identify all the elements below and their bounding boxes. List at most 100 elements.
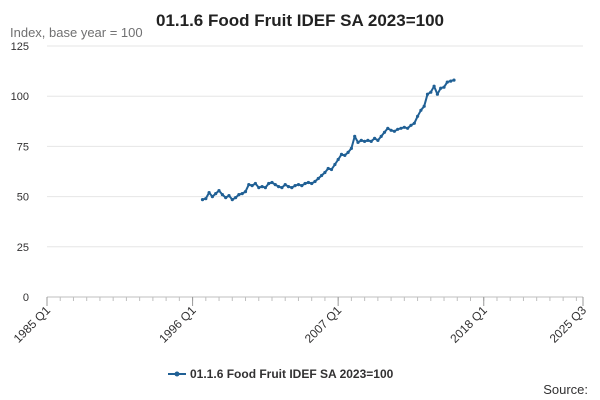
data-point[interactable]	[250, 184, 254, 188]
data-point[interactable]	[363, 139, 367, 143]
data-point[interactable]	[409, 123, 413, 127]
data-point[interactable]	[243, 190, 248, 194]
data-point[interactable]	[326, 166, 330, 171]
data-point[interactable]	[329, 167, 334, 172]
y-tick-label: 0	[23, 292, 29, 304]
data-point[interactable]	[230, 198, 234, 202]
x-tick-label: 1996 Q1	[156, 303, 199, 346]
legend[interactable]: 01.1.6 Food Fruit IDEF SA 2023=100	[168, 367, 394, 381]
data-point[interactable]	[300, 184, 304, 188]
data-point[interactable]	[296, 183, 301, 187]
data-point[interactable]	[353, 134, 357, 138]
data-point[interactable]	[227, 194, 231, 198]
data-point[interactable]	[267, 181, 271, 186]
data-point[interactable]	[425, 92, 430, 96]
data-point[interactable]	[207, 191, 211, 195]
data-point[interactable]	[412, 121, 416, 125]
data-point[interactable]	[429, 90, 433, 94]
data-point[interactable]	[260, 185, 264, 189]
data-point[interactable]	[359, 138, 363, 142]
x-tick-label: 2007 Q1	[302, 303, 345, 346]
y-axis-label: Index, base year = 100	[10, 25, 143, 40]
data-point[interactable]	[306, 180, 310, 185]
data-point[interactable]	[316, 176, 320, 181]
data-point[interactable]	[270, 180, 274, 185]
source-label: Source:	[543, 382, 588, 397]
data-point[interactable]	[263, 186, 267, 190]
data-point[interactable]	[339, 152, 344, 156]
data-point[interactable]	[333, 162, 337, 167]
data-point[interactable]	[224, 196, 228, 200]
data-point[interactable]	[445, 80, 449, 84]
data-point[interactable]	[442, 85, 446, 89]
data-point[interactable]	[416, 114, 420, 118]
data-point[interactable]	[432, 84, 436, 88]
legend-label: 01.1.6 Food Fruit IDEF SA 2023=100	[190, 367, 394, 381]
y-tick-label: 50	[17, 192, 29, 204]
gridlines	[47, 45, 583, 298]
data-point[interactable]	[369, 139, 373, 143]
x-tick-label: 2018 Q1	[447, 303, 490, 346]
data-point[interactable]	[204, 197, 208, 201]
data-point[interactable]	[449, 79, 453, 83]
x-tick-label: 2025 Q3	[547, 303, 590, 346]
data-point[interactable]	[293, 184, 297, 188]
x-axis: 1985 Q1 1996 Q1 2007 Q1 2018 Q1 2025 Q3	[11, 296, 590, 346]
data-point[interactable]	[346, 150, 350, 154]
series-line	[202, 79, 455, 201]
data-point[interactable]	[402, 125, 406, 129]
data-point[interactable]	[419, 108, 423, 112]
data-point[interactable]	[280, 186, 284, 190]
data-point[interactable]	[376, 138, 380, 142]
y-axis-ticks: 0 25 50 75 100 125	[11, 41, 29, 304]
data-point[interactable]	[240, 192, 244, 196]
y-tick-label: 125	[11, 41, 29, 53]
data-point[interactable]	[336, 157, 340, 162]
data-point[interactable]	[452, 78, 456, 82]
data-point[interactable]	[303, 181, 307, 186]
data-point[interactable]	[379, 134, 383, 138]
data-point[interactable]	[234, 196, 238, 200]
data-point[interactable]	[220, 193, 224, 197]
data-point[interactable]	[310, 181, 314, 186]
data-point[interactable]	[435, 92, 439, 96]
data-point[interactable]	[406, 126, 410, 130]
data-point[interactable]	[210, 195, 214, 199]
data-point[interactable]	[366, 138, 370, 142]
data-point[interactable]	[320, 173, 324, 178]
data-point[interactable]	[217, 189, 221, 193]
y-tick-label: 100	[11, 91, 29, 103]
data-point[interactable]	[382, 130, 387, 134]
data-point[interactable]	[313, 179, 317, 184]
data-point[interactable]	[214, 192, 218, 196]
y-tick-label: 25	[17, 242, 29, 254]
data-point[interactable]	[283, 183, 287, 187]
data-point[interactable]	[277, 185, 281, 189]
data-point[interactable]	[396, 127, 400, 131]
data-point[interactable]	[323, 170, 327, 175]
data-point[interactable]	[273, 183, 277, 187]
data-point[interactable]	[349, 146, 353, 150]
data-point[interactable]	[257, 186, 261, 190]
data-point[interactable]	[286, 185, 291, 189]
data-point[interactable]	[253, 181, 257, 186]
data-point[interactable]	[237, 193, 241, 197]
legend-swatch-marker	[174, 371, 180, 377]
data-point[interactable]	[373, 136, 377, 140]
data-point[interactable]	[386, 126, 390, 130]
x-tick-label: 1985 Q1	[11, 303, 54, 346]
data-point[interactable]	[422, 104, 426, 108]
y-tick-label: 75	[17, 141, 29, 153]
data-point[interactable]	[389, 128, 393, 132]
data-point[interactable]	[439, 86, 443, 90]
data-point[interactable]	[290, 186, 294, 190]
data-point[interactable]	[399, 126, 403, 130]
data-point[interactable]	[356, 140, 360, 144]
data-point[interactable]	[392, 129, 396, 133]
data-point[interactable]	[343, 153, 347, 157]
data-point[interactable]	[200, 198, 205, 202]
chart-title: 01.1.6 Food Fruit IDEF SA 2023=100	[156, 11, 444, 30]
series-group	[200, 78, 456, 202]
data-point[interactable]	[247, 183, 251, 187]
